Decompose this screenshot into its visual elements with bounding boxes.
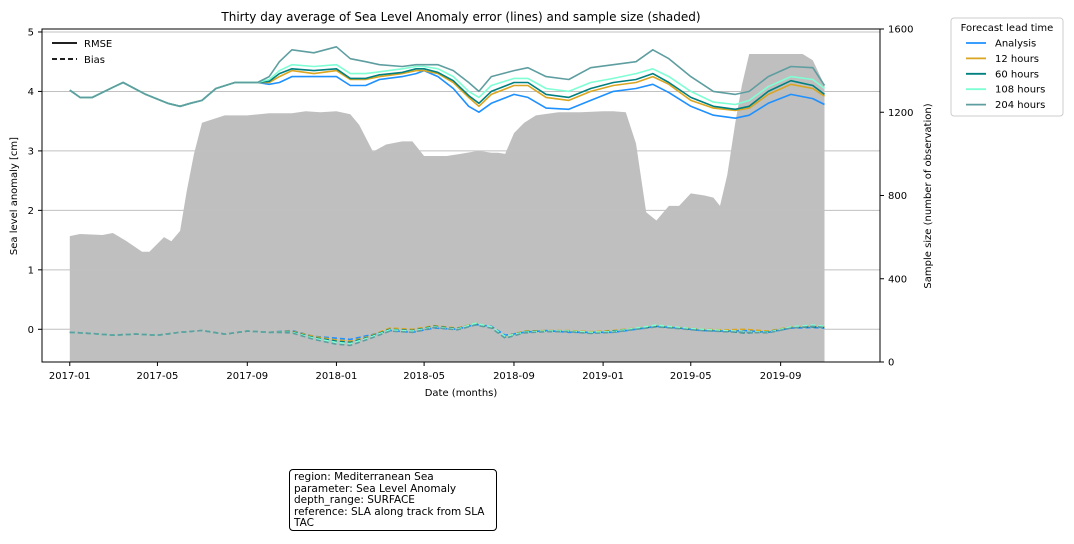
y-tick-label-2: 2 xyxy=(28,206,34,217)
sample-size-layer xyxy=(69,54,825,362)
x-tick-label-2019-01: 2019-01 xyxy=(582,371,624,382)
y-tick-label-0: 0 xyxy=(28,325,34,336)
y-tick-label-4: 4 xyxy=(28,87,34,98)
y2-tick-label-1200: 1200 xyxy=(888,108,913,119)
y2-tick-label-400: 400 xyxy=(888,274,907,285)
series-legend-title: Forecast lead time xyxy=(961,23,1054,34)
legend-label-analysis: Analysis xyxy=(995,39,1036,50)
x-tick-label-2018-05: 2018-05 xyxy=(403,371,445,382)
info-line-parameter: parameter: Sea Level Anomaly xyxy=(294,482,457,495)
y2-tick-label-0: 0 xyxy=(888,358,894,369)
info-line-region: region: Mediterranean Sea xyxy=(294,471,434,483)
y-tick-label-3: 3 xyxy=(28,146,34,157)
info-box: region: Mediterranean Sea parameter: Sea… xyxy=(289,469,497,531)
y2-tick-label-800: 800 xyxy=(888,191,907,202)
legend-label-204-hours: 204 hours xyxy=(995,100,1045,111)
x-tick-label-2018-01: 2018-01 xyxy=(316,371,358,382)
bias-line-204-hours xyxy=(69,324,825,347)
x-tick-label-2019-09: 2019-09 xyxy=(760,371,802,382)
chart-title: Thirty day average of Sea Level Anomaly … xyxy=(220,10,700,24)
y-tick-label-1: 1 xyxy=(28,265,34,276)
y-tick-label-5: 5 xyxy=(28,27,34,38)
legend-label-60-hours: 60 hours xyxy=(995,69,1039,80)
sample-size-area xyxy=(69,54,825,362)
y2-tick-label-1600: 1600 xyxy=(888,25,913,36)
y-axis-label: Sea level anomaly [cm] xyxy=(9,137,20,255)
legend-label-108-hours: 108 hours xyxy=(995,85,1045,96)
style-legend: RMSE Bias xyxy=(52,39,112,66)
series-legend-entries: Analysis 12 hours 60 hours 108 hours 204 hou… xyxy=(966,39,1045,111)
x-tick-label-2017-01: 2017-01 xyxy=(49,371,91,382)
x-tick-label-2017-05: 2017-05 xyxy=(137,371,179,382)
style-legend-label-bias: Bias xyxy=(84,55,105,66)
info-line-depth-range: depth_range: SURFACE xyxy=(294,494,415,507)
rmse-line-60-hours xyxy=(69,68,825,111)
series-layer xyxy=(69,45,826,347)
x-tick-label-2017-09: 2017-09 xyxy=(226,371,268,382)
y2-axis-label: Sample size (number of observation) xyxy=(923,103,934,288)
ticks-layer: 2017-01 2017-05 2017-09 2018-01 2018-05 2018-… xyxy=(28,25,914,383)
legend-label-12-hours: 12 hours xyxy=(995,54,1039,65)
info-line-reference: reference: SLA along track from SLA xyxy=(294,505,485,518)
x-tick-label-2019-05: 2019-05 xyxy=(670,371,712,382)
series-legend: Forecast lead time Analysis 12 hours 60 ho… xyxy=(950,17,1064,117)
rmse-line-204-hours xyxy=(69,45,826,108)
x-tick-label-2018-09: 2018-09 xyxy=(493,371,535,382)
info-line-reference-cont: TAC xyxy=(294,517,314,530)
x-axis-label: Date (months) xyxy=(425,388,498,399)
style-legend-label-rmse: RMSE xyxy=(84,39,112,50)
rmse-line-108-hours xyxy=(69,63,825,108)
